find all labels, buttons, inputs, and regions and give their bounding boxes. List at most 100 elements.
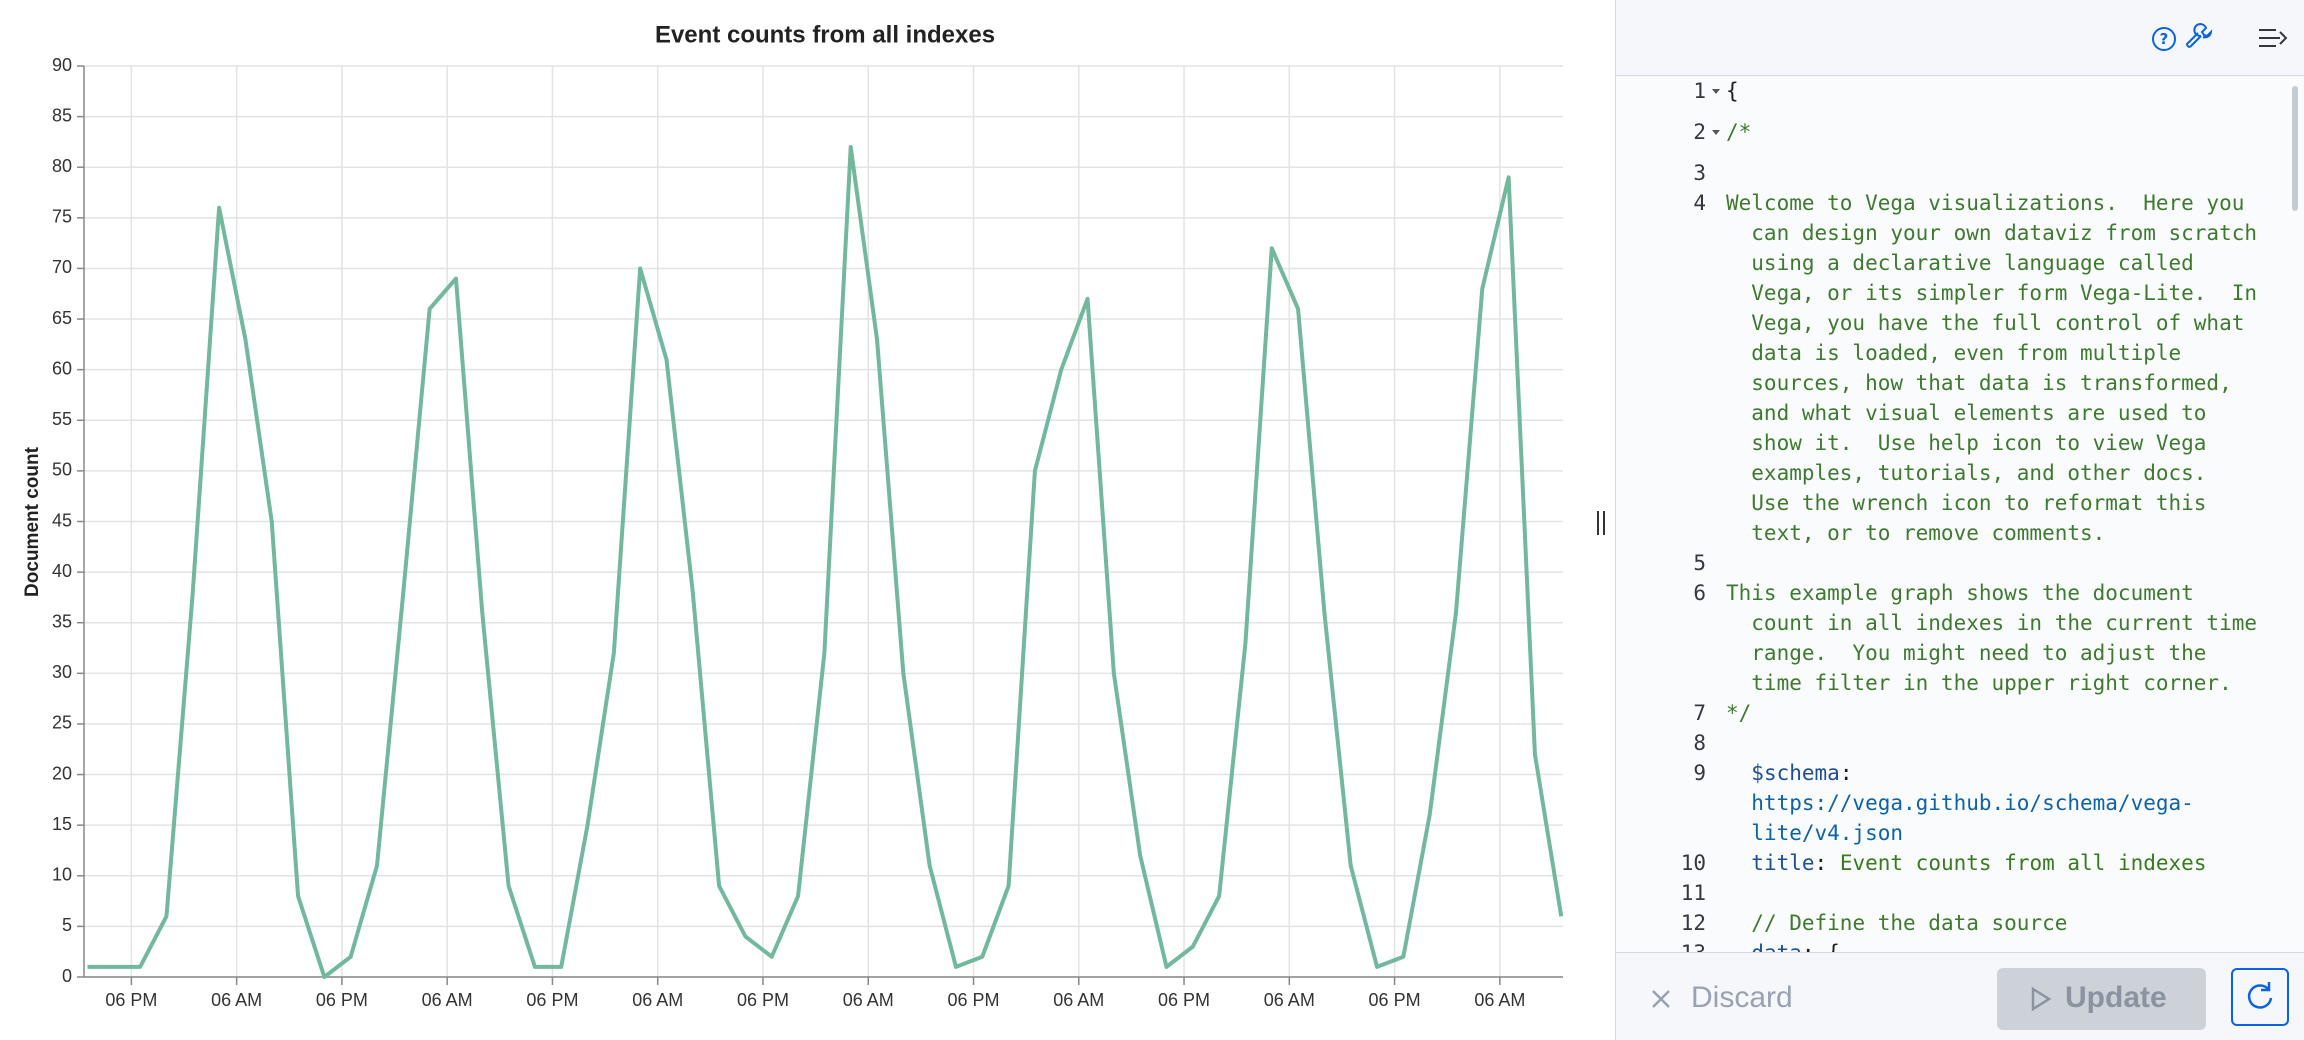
y-tick-label: 65 <box>52 308 72 328</box>
x-tick-label: 06 AM <box>632 990 683 1010</box>
y-tick-label: 25 <box>52 713 72 733</box>
scroll-thumb[interactable] <box>2292 86 2298 211</box>
fold-marker <box>1706 158 1726 188</box>
line-number: 2 <box>1693 120 1706 144</box>
y-tick-label: 30 <box>52 662 72 682</box>
fold-marker <box>1706 938 1726 952</box>
fold-marker <box>1706 758 1726 848</box>
x-tick-label: 06 PM <box>947 990 999 1010</box>
line-text: Welcome to Vega visualizations. Here you… <box>1726 188 2257 548</box>
resize-handle[interactable] <box>1592 505 1612 545</box>
fold-arrow <box>1712 89 1720 94</box>
code-token: $schema <box>1726 761 1840 785</box>
chart-title: Event counts from all indexes <box>655 21 995 48</box>
code-token: Welcome to Vega visualizations. Here you… <box>1726 191 2270 545</box>
code-token: // Define the data source <box>1726 911 2068 935</box>
fold-marker <box>1706 848 1726 878</box>
code-area[interactable]: 1{ 2 /* 3 4 Welcome to Vega visualizations. H… <box>1616 76 2304 952</box>
code-line: 9 $schema: https://vega.github.io/schema… <box>1616 758 2304 848</box>
x-tick-label: 06 AM <box>422 990 473 1010</box>
code-line: 7 */ <box>1616 698 2304 728</box>
line-number: 1 <box>1693 79 1706 103</box>
fold-marker <box>1706 117 1726 158</box>
scrollbar[interactable] <box>2289 86 2303 216</box>
x-tick-label: 06 PM <box>1369 990 1421 1010</box>
x-tick-label: 06 PM <box>737 990 789 1010</box>
line-number: 7 <box>1693 701 1706 725</box>
data-line <box>87 144 1564 979</box>
line-number: 5 <box>1693 551 1706 575</box>
y-tick-label: 5 <box>62 915 72 935</box>
line-number: 13 <box>1616 938 1706 952</box>
refresh-button[interactable] <box>2231 968 2289 1026</box>
editor-panel: ? 1{ 2 /* 3 4 Welcome to Vega visualizations.… <box>1615 0 2304 1040</box>
update-button[interactable]: Update <box>1997 968 2206 1030</box>
code-token: */ <box>1726 701 1752 725</box>
help-icon[interactable]: ? <box>2149 24 2179 54</box>
menu-icon[interactable] <box>2256 24 2290 54</box>
code-token: /* <box>1726 120 1752 144</box>
line-number: 3 <box>1693 161 1706 185</box>
discard-button[interactable]: Discard <box>1691 981 1793 1014</box>
code-line: 1{ <box>1616 76 2304 117</box>
x-tick-label: 06 AM <box>211 990 262 1010</box>
fold-marker <box>1706 908 1726 938</box>
code-token: data <box>1726 941 1802 952</box>
x-tick-label: 06 PM <box>105 990 157 1010</box>
fold-marker <box>1706 76 1726 117</box>
x-tick-label: 06 PM <box>526 990 578 1010</box>
x-tick-label: 06 AM <box>843 990 894 1010</box>
x-tick-label: 06 PM <box>1158 990 1210 1010</box>
fold-marker <box>1706 188 1726 548</box>
y-tick-label: 85 <box>52 105 72 125</box>
line-text: title: Event counts from all indexes <box>1726 848 2257 878</box>
y-tick-label: 70 <box>52 257 72 277</box>
fold-marker <box>1706 728 1726 758</box>
code-token: : <box>1814 851 1840 875</box>
y-tick-label: 15 <box>52 814 72 834</box>
x-tick-label: 06 AM <box>1264 990 1315 1010</box>
line-text: data: { <box>1726 938 2257 952</box>
y-tick-label: 40 <box>52 561 72 581</box>
code-line: 3 <box>1616 158 2304 188</box>
refresh-icon <box>2247 982 2273 1009</box>
line-number: 6 <box>1693 581 1706 605</box>
line-text: // Define the data source <box>1726 908 2257 938</box>
code-token: : <box>1839 761 1866 785</box>
code-line: 5 <box>1616 548 2304 578</box>
code-token: Event counts from all indexes <box>1839 851 2207 875</box>
code-token: https://vega.github.io/schema/vega-lite/… <box>1751 791 2194 845</box>
line-text: $schema: https://vega.github.io/schema/v… <box>1726 758 2257 848</box>
line-text: /* <box>1726 117 2257 158</box>
fold-marker <box>1706 878 1726 908</box>
code-line: 6 This example graph shows the document c… <box>1616 578 2304 698</box>
fold-arrow-shape <box>1712 130 1720 135</box>
line-number: 12 <box>1680 911 1706 935</box>
editor-toolbar: ? <box>1616 0 2304 76</box>
y-tick-label: 60 <box>52 358 72 378</box>
discard-icon <box>1652 990 1670 1008</box>
fold-arrow-shape <box>1712 89 1720 94</box>
line-text <box>1726 158 2257 188</box>
line-text <box>1726 878 2257 908</box>
line-text: */ <box>1726 698 2257 728</box>
chart: Event counts from all indexes Document c… <box>22 21 1564 1010</box>
line-number: 8 <box>1693 731 1706 755</box>
svg-text:?: ? <box>2160 30 2169 48</box>
fold-marker <box>1706 548 1726 578</box>
y-axis-label: Document count <box>22 446 43 597</box>
y-tick-label: 20 <box>52 763 72 783</box>
y-tick-label: 10 <box>52 865 72 885</box>
fold-arrow <box>1712 130 1720 135</box>
wrench-icon[interactable] <box>2182 21 2216 55</box>
update-label: Update <box>2065 981 2167 1014</box>
line-text <box>1726 728 2257 758</box>
line-number: 9 <box>1693 761 1706 785</box>
fold-marker <box>1706 578 1726 698</box>
fold-marker <box>1706 698 1726 728</box>
line-number: 4 <box>1693 191 1706 215</box>
code-line: 2 /* <box>1616 117 2304 158</box>
y-tick-label: 45 <box>52 510 72 530</box>
code-token: title <box>1726 851 1815 875</box>
